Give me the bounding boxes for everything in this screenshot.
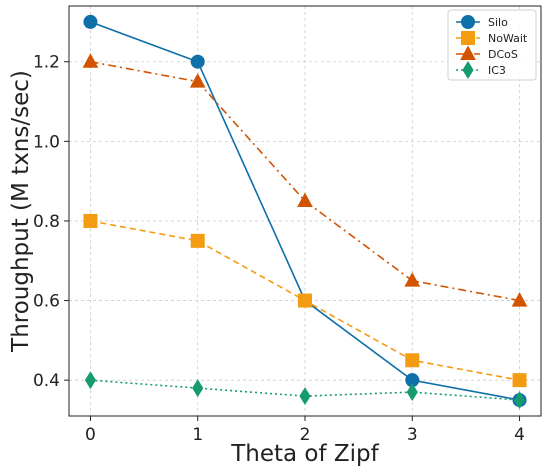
series-line-dcos	[90, 60, 520, 302]
data-point-nowait	[512, 373, 527, 388]
data-point-dcos	[189, 73, 206, 88]
data-point-nowait	[405, 353, 420, 368]
legend-marker	[462, 61, 474, 79]
data-point-nowait	[190, 233, 205, 248]
legend-marker	[460, 45, 476, 60]
x-tick-label: 3	[407, 425, 418, 445]
y-tick-label: 0.8	[33, 212, 60, 232]
data-point-dcos	[82, 53, 99, 68]
legend-label: Silo	[488, 16, 508, 29]
y-tick-label: 1.0	[33, 132, 60, 152]
x-axis-label: Theta of Zipf	[230, 441, 379, 467]
data-point-nowait	[298, 293, 312, 308]
y-tick-label: 0.6	[33, 292, 60, 312]
data-point-ic3	[513, 391, 526, 410]
data-point-dcos	[404, 272, 421, 287]
data-point-ic3	[84, 371, 97, 390]
data-point-dcos	[511, 292, 528, 307]
legend-marker	[461, 31, 475, 45]
data-point-ic3	[299, 387, 311, 406]
data-point-ic3	[192, 379, 204, 398]
x-tick-label: 0	[85, 425, 96, 445]
data-point-nowait	[83, 213, 98, 228]
legend-label: IC3	[488, 64, 506, 77]
x-tick-label: 4	[514, 425, 525, 445]
legend-label: NoWait	[488, 32, 528, 45]
x-axis-ticks: 0 1 2 3 4	[85, 416, 525, 445]
data-point-dcos	[297, 192, 313, 208]
y-axis-label: Throughput (M txns/sec)	[8, 70, 34, 353]
y-axis-ticks: 0.4 0.6 0.8 1.0 1.2	[33, 53, 69, 391]
data-point-silo	[190, 54, 205, 69]
legend-label: DCoS	[488, 48, 518, 61]
legend: Silo NoWait DCoS IC3	[447, 9, 537, 81]
series-markers	[82, 14, 528, 410]
data-point-ic3	[406, 383, 418, 402]
y-tick-label: 0.4	[33, 371, 60, 391]
data-point-silo	[83, 14, 98, 29]
x-tick-label: 1	[192, 425, 203, 445]
y-tick-label: 1.2	[33, 53, 60, 73]
x-tick-label: 2	[300, 425, 311, 445]
legend-marker	[461, 15, 475, 29]
